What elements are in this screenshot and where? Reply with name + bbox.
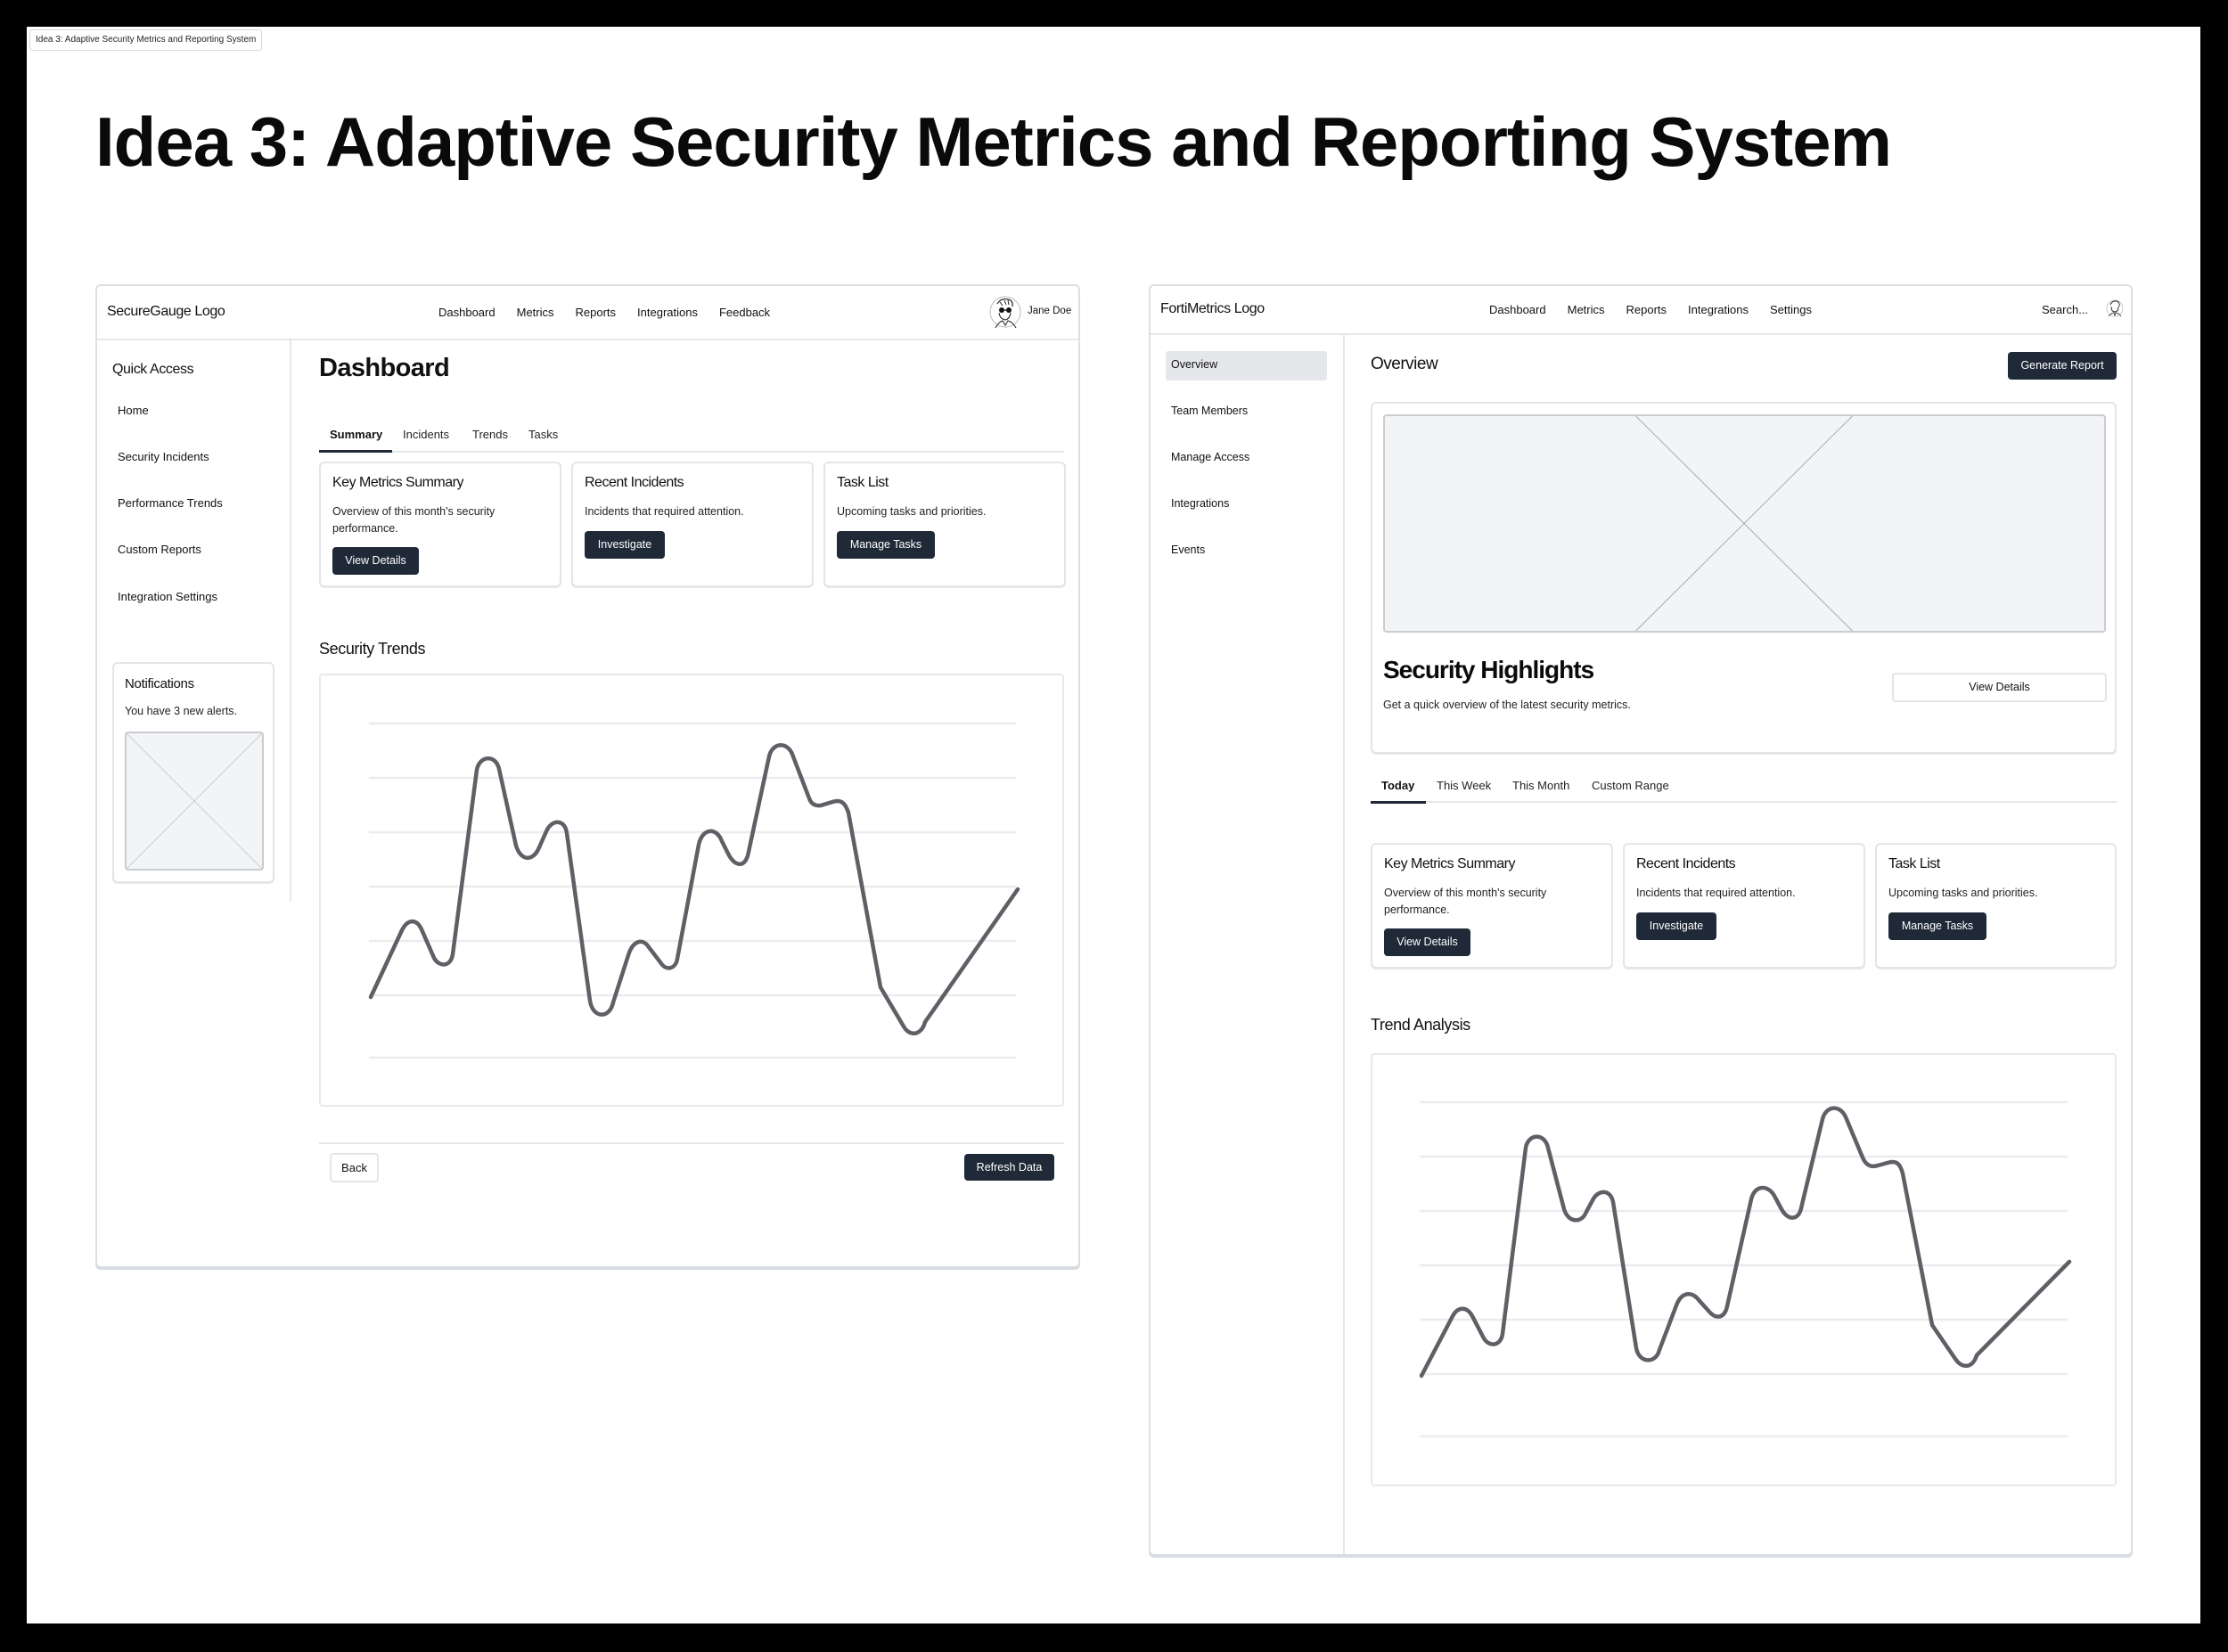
notifications-title: Notifications — [125, 676, 194, 691]
tab-this-month[interactable]: This Month — [1512, 779, 1570, 792]
key-metrics-card: Key Metrics Summary Overview of this mon… — [1371, 843, 1613, 969]
sidebar-item-integrations[interactable]: Integrations — [1171, 497, 1230, 510]
tab-summary[interactable]: Summary — [319, 428, 392, 453]
security-highlights-card: Security Highlights Get a quick overview… — [1371, 402, 2117, 754]
sidebar-item-team-members[interactable]: Team Members — [1171, 405, 1249, 417]
card-title: Recent Incidents — [585, 475, 684, 490]
dashboard-tabs: Summary Incidents Trends Tasks — [319, 428, 1064, 453]
nav-integrations[interactable]: Integrations — [1688, 303, 1749, 316]
logo[interactable]: FortiMetrics Logo — [1160, 301, 1265, 316]
user-avatar-icon[interactable] — [988, 295, 1022, 331]
nav-metrics[interactable]: Metrics — [1567, 303, 1605, 316]
investigate-button[interactable]: Investigate — [585, 531, 665, 559]
security-highlights-title: Security Highlights — [1383, 656, 1594, 683]
main-nav: Dashboard Metrics Reports Integrations S… — [1489, 303, 1812, 316]
card-desc: Incidents that required attention. — [585, 505, 744, 518]
sidebar-item-label: Overview — [1171, 358, 1218, 371]
sidebar-item-home[interactable]: Home — [118, 404, 149, 417]
card-desc: Upcoming tasks and priorities. — [837, 505, 987, 518]
nav-settings[interactable]: Settings — [1769, 303, 1812, 316]
manage-tasks-button[interactable]: Manage Tasks — [1888, 912, 1986, 940]
generate-report-button[interactable]: Generate Report — [2008, 352, 2117, 380]
view-details-button[interactable]: View Details — [1892, 673, 2107, 702]
user-name[interactable]: Jane Doe — [1028, 306, 1072, 316]
time-range-tabs: Today This Week This Month Custom Range — [1371, 779, 2117, 804]
nav-integrations[interactable]: Integrations — [637, 306, 698, 319]
overview-title: Overview — [1371, 355, 1438, 373]
sidebar-item-overview[interactable]: Overview — [1166, 351, 1327, 380]
nav-dashboard[interactable]: Dashboard — [438, 306, 496, 319]
trend-analysis-chart — [1371, 1053, 2117, 1486]
logo[interactable]: SecureGauge Logo — [107, 304, 225, 319]
main-nav: Dashboard Metrics Reports Integrations F… — [438, 306, 770, 319]
sidebar-item-events[interactable]: Events — [1171, 544, 1206, 556]
tab-incidents[interactable]: Incidents — [403, 428, 450, 441]
card-desc: Upcoming tasks and priorities. — [1888, 887, 2038, 899]
top-navbar: FortiMetrics Logo Dashboard Metrics Repo… — [1151, 286, 2131, 335]
search-input[interactable]: Search... — [2042, 303, 2089, 316]
nav-reports[interactable]: Reports — [1626, 303, 1667, 316]
page-title: Idea 3: Adaptive Security Metrics and Re… — [95, 102, 1892, 181]
dashboard-title: Dashboard — [319, 354, 450, 382]
sidebar-divider — [1343, 335, 1345, 1554]
view-details-button[interactable]: View Details — [1384, 928, 1470, 956]
refresh-data-button[interactable]: Refresh Data — [964, 1154, 1054, 1181]
tab-trends[interactable]: Trends — [472, 428, 508, 441]
sidebar-divider — [290, 340, 291, 902]
securegauge-window: SecureGauge Logo Dashboard Metrics Repor… — [95, 284, 1080, 1268]
user-avatar-icon[interactable] — [2106, 299, 2124, 318]
fortimetrics-window: FortiMetrics Logo Dashboard Metrics Repo… — [1149, 284, 2133, 1556]
investigate-button[interactable]: Investigate — [1636, 912, 1716, 940]
card-title: Task List — [1888, 856, 1940, 871]
recent-incidents-card: Recent Incidents Incidents that required… — [571, 462, 814, 587]
top-navbar: SecureGauge Logo Dashboard Metrics Repor… — [97, 286, 1078, 340]
key-metrics-card: Key Metrics Summary Overview of this mon… — [319, 462, 561, 587]
line-chart — [1419, 1100, 2072, 1438]
card-title: Recent Incidents — [1636, 856, 1736, 871]
tab-tasks[interactable]: Tasks — [528, 428, 559, 441]
task-list-card: Task List Upcoming tasks and priorities.… — [1875, 843, 2117, 969]
sidebar-item-custom-reports[interactable]: Custom Reports — [118, 543, 201, 556]
sidebar-item-performance-trends[interactable]: Performance Trends — [118, 496, 223, 510]
tab-custom-range[interactable]: Custom Range — [1592, 779, 1669, 792]
back-button[interactable]: Back — [330, 1153, 379, 1182]
card-desc: Overview of this month's security perfor… — [1384, 887, 1547, 916]
view-details-button[interactable]: View Details — [332, 547, 419, 575]
card-title: Task List — [837, 475, 889, 490]
security-trends-chart — [319, 674, 1064, 1107]
image-placeholder-icon — [1383, 414, 2106, 633]
card-desc: Incidents that required attention. — [1636, 887, 1796, 899]
notifications-card: Notifications You have 3 new alerts. — [112, 662, 274, 883]
frame-tag-label: Idea 3: Adaptive Security Metrics and Re… — [29, 29, 263, 51]
security-highlights-desc: Get a quick overview of the latest secur… — [1383, 699, 1631, 711]
sidebar-item-integration-settings[interactable]: Integration Settings — [118, 590, 218, 603]
nav-feedback[interactable]: Feedback — [718, 306, 771, 319]
sidebar-item-manage-access[interactable]: Manage Access — [1171, 451, 1250, 463]
quick-access-title: Quick Access — [112, 362, 194, 377]
nav-reports[interactable]: Reports — [575, 306, 617, 319]
security-trends-title: Security Trends — [319, 640, 426, 658]
card-desc: Overview of this month's security perfor… — [332, 505, 496, 535]
task-list-card: Task List Upcoming tasks and priorities.… — [823, 462, 1066, 587]
line-chart — [368, 722, 1020, 1059]
nav-dashboard[interactable]: Dashboard — [1489, 303, 1546, 316]
trend-analysis-title: Trend Analysis — [1371, 1016, 1470, 1034]
sidebar-item-security-incidents[interactable]: Security Incidents — [118, 450, 209, 463]
recent-incidents-card: Recent Incidents Incidents that required… — [1623, 843, 1865, 969]
manage-tasks-button[interactable]: Manage Tasks — [837, 531, 935, 559]
tab-today[interactable]: Today — [1371, 779, 1426, 804]
tab-this-week[interactable]: This Week — [1437, 779, 1492, 792]
footer-divider — [319, 1142, 1064, 1144]
card-title: Key Metrics Summary — [332, 475, 463, 490]
card-title: Key Metrics Summary — [1384, 856, 1515, 871]
notifications-text: You have 3 new alerts. — [125, 705, 238, 717]
image-placeholder-icon — [125, 732, 264, 871]
nav-metrics[interactable]: Metrics — [516, 306, 554, 319]
